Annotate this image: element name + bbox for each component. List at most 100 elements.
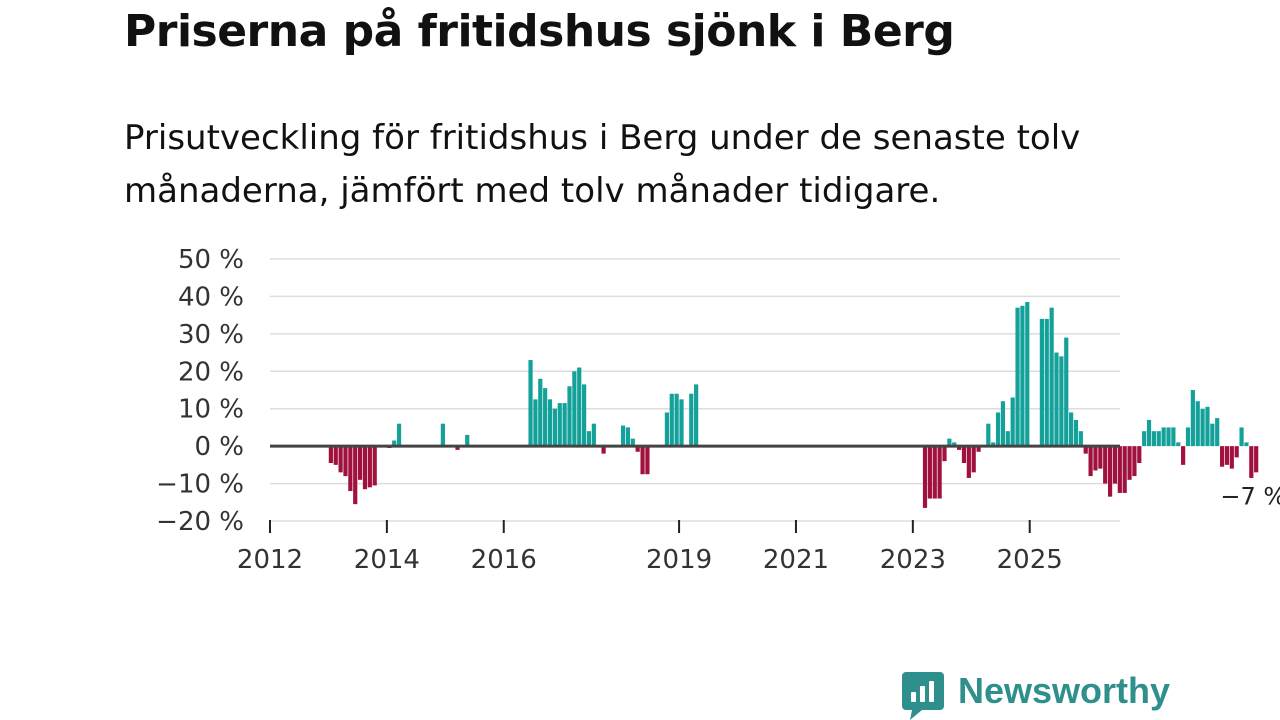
bar-positive — [572, 371, 577, 447]
bar-positive — [664, 412, 669, 447]
chart-title: Priserna på fritidshus sjönk i Berg — [124, 6, 955, 57]
bar-positive — [1190, 390, 1195, 447]
bar-positive — [1078, 431, 1083, 447]
bar-negative — [922, 446, 928, 508]
bar-positive — [1151, 431, 1156, 447]
tick-labels: 50 % 40 % 30 % 20 % 10 % 0 % −10 % −20 % 2012 201… — [156, 245, 1280, 575]
bar-positive — [392, 440, 397, 447]
bar-positive — [995, 412, 1001, 447]
bar-negative — [1117, 446, 1122, 493]
bar-negative — [1229, 446, 1234, 469]
bar-negative — [1098, 446, 1103, 469]
axes — [269, 444, 1120, 533]
x-tick-label: 2014 — [354, 545, 420, 575]
bar-positive — [1005, 431, 1010, 447]
bar-positive — [465, 434, 470, 447]
bar-negative — [1137, 446, 1142, 463]
bar-positive — [552, 408, 557, 447]
bar-positive — [1039, 318, 1044, 447]
y-tick-label: −20 % — [156, 507, 244, 537]
bar-positive — [591, 423, 596, 447]
bar-positive — [1215, 418, 1220, 447]
bar-positive — [567, 386, 572, 447]
bar-positive — [630, 438, 635, 447]
bar-negative — [957, 446, 962, 450]
bar-negative — [1103, 446, 1108, 484]
bar-negative — [932, 446, 937, 499]
bar-negative — [976, 446, 981, 452]
bar-positive — [1142, 431, 1147, 447]
bar-negative — [971, 446, 976, 473]
bar-positive — [1146, 419, 1152, 447]
bar-positive — [538, 378, 543, 447]
bar-positive — [528, 360, 533, 447]
bar-positive — [1044, 318, 1049, 447]
bar-series — [328, 302, 1259, 508]
bar-negative — [1219, 446, 1225, 467]
x-tick-label: 2016 — [471, 545, 537, 575]
x-tick-label: 2021 — [763, 545, 829, 575]
bar-negative — [455, 446, 460, 450]
bar-negative — [966, 446, 971, 478]
bar-positive — [1185, 427, 1191, 447]
bar-negative — [1083, 446, 1088, 454]
bar-negative — [1249, 446, 1254, 478]
x-tick-label: 2025 — [997, 545, 1063, 575]
bar-negative — [961, 446, 967, 463]
bar-positive — [674, 393, 679, 447]
bar-negative — [1112, 446, 1118, 484]
bar-positive — [1171, 427, 1176, 447]
y-tick-label: 30 % — [178, 320, 244, 350]
bar-positive — [669, 393, 674, 447]
bar-negative — [1254, 446, 1259, 473]
bar-negative — [1107, 446, 1113, 497]
bar-positive — [986, 423, 991, 447]
x-tick-label: 2023 — [880, 545, 946, 575]
bar-negative — [1234, 446, 1239, 458]
bar-positive — [1073, 419, 1079, 447]
bar-negative — [1224, 446, 1230, 465]
bar-negative — [358, 446, 363, 480]
bar-positive — [1069, 412, 1074, 447]
bar-positive — [689, 393, 694, 447]
newsworthy-logo-icon — [902, 672, 944, 720]
y-tick-label: −10 % — [156, 470, 244, 500]
bar-positive — [1000, 401, 1006, 447]
bar-positive — [582, 384, 587, 447]
bar-positive — [679, 399, 684, 447]
bar-negative — [645, 446, 650, 475]
bar-positive — [620, 425, 626, 447]
bar-positive — [1059, 356, 1064, 447]
x-tick-label: 2019 — [646, 545, 712, 575]
bar-positive — [577, 367, 582, 447]
brand-name: Newsworthy — [958, 670, 1171, 711]
bar-positive — [1015, 307, 1020, 447]
bar-positive — [1156, 431, 1161, 447]
bar-negative — [635, 446, 640, 452]
y-tick-label: 0 % — [194, 432, 244, 462]
bar-positive — [947, 438, 952, 447]
bar-negative — [372, 446, 377, 486]
bar-negative — [937, 446, 942, 499]
bar-positive — [952, 442, 957, 447]
bar-positive — [1195, 401, 1200, 447]
bar-negative — [367, 446, 372, 488]
chart-subtitle: Prisutveckling för fritidshus i Berg und… — [124, 118, 1081, 211]
brand-logo: Newsworthy — [902, 672, 1170, 720]
bar-negative — [362, 446, 368, 490]
bar-negative — [640, 446, 645, 475]
bar-positive — [557, 403, 562, 447]
bar-positive — [1064, 337, 1069, 447]
bar-positive — [1161, 427, 1166, 447]
y-tick-label: 10 % — [178, 395, 244, 425]
bar-positive — [1176, 442, 1181, 447]
bar-negative — [1093, 446, 1098, 471]
bar-positive — [396, 423, 402, 447]
y-tick-label: 20 % — [178, 357, 244, 387]
bar-positive — [586, 431, 592, 447]
bar-positive — [1054, 352, 1059, 447]
bar-negative — [343, 446, 348, 477]
bar-positive — [440, 423, 445, 447]
bar-positive — [533, 399, 538, 447]
bar-positive — [1244, 442, 1249, 447]
